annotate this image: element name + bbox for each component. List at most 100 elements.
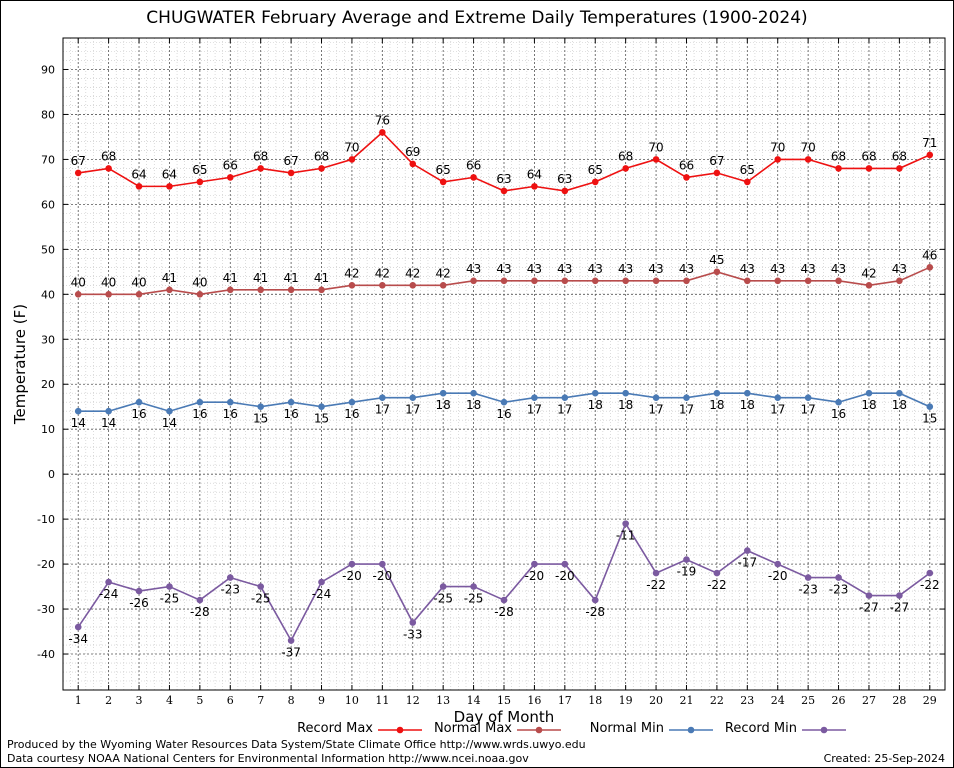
- data-point-record-max: [226, 174, 234, 181]
- data-point-record-max: [561, 187, 569, 195]
- data-point-normal-min: [713, 389, 721, 397]
- data-label-record-min: -26: [129, 596, 149, 610]
- data-point-record-min: [865, 592, 873, 599]
- data-label-normal-max: 43: [496, 262, 511, 276]
- data-point-record-max: [166, 183, 173, 190]
- data-label-record-max: 70: [648, 140, 663, 154]
- data-label-normal-max: 41: [283, 271, 298, 285]
- data-point-normal-min: [591, 389, 599, 397]
- data-label-normal-min: 17: [800, 403, 815, 417]
- data-label-record-max: 65: [740, 163, 755, 177]
- data-label-record-min: -28: [494, 605, 514, 619]
- data-label-record-min: -11: [616, 529, 636, 543]
- data-label-record-max: 67: [71, 154, 86, 168]
- data-point-normal-min: [166, 407, 173, 415]
- x-tick-label: 26: [832, 694, 846, 707]
- data-point-record-min: [105, 578, 112, 586]
- data-label-record-min: -19: [677, 565, 697, 579]
- legend-swatch-normal-min: [669, 726, 713, 734]
- data-label-normal-min: 18: [466, 398, 481, 412]
- x-tick-label: 29: [923, 694, 937, 707]
- data-point-record-min: [622, 520, 629, 527]
- data-point-record-max: [470, 174, 477, 181]
- data-label-normal-min: 18: [861, 398, 876, 412]
- data-label-normal-max: 43: [892, 262, 907, 276]
- x-tick-label: 27: [862, 694, 876, 707]
- data-label-record-min: -20: [555, 569, 575, 583]
- data-point-normal-max: [135, 291, 143, 298]
- data-point-record-max: [500, 187, 508, 195]
- series-record-max: 67 68 64 64 65 66 68 67 68 70 76 69 65 66 63 64 63 65 68 70…: [71, 113, 937, 195]
- chart-title: CHUGWATER February Average and Extreme D…: [146, 8, 808, 28]
- data-label-normal-min: 15: [314, 412, 329, 426]
- data-point-record-min: [896, 592, 903, 599]
- data-label-normal-min: 15: [253, 412, 268, 426]
- data-label-normal-max: 41: [162, 271, 177, 285]
- data-point-record-max: [896, 165, 903, 172]
- x-tick-label: 21: [679, 694, 693, 707]
- y-tick-label: 90: [41, 63, 55, 76]
- data-label-normal-max: 45: [709, 253, 724, 267]
- x-tick-label: 6: [227, 694, 234, 707]
- data-label-record-max: 64: [527, 167, 542, 181]
- data-point-record-max: [287, 169, 295, 177]
- data-point-normal-min: [135, 398, 143, 406]
- x-tick-label: 17: [558, 694, 572, 707]
- y-tick-label: 30: [41, 333, 55, 346]
- data-point-record-max: [835, 165, 842, 172]
- data-point-normal-max: [622, 277, 629, 285]
- data-label-record-min: -20: [525, 569, 545, 583]
- footer-data-courtesy: Data courtesy NOAA National Centers for …: [7, 752, 529, 765]
- data-label-normal-min: 18: [709, 398, 724, 412]
- data-label-record-max: 68: [831, 149, 846, 163]
- data-point-record-min: [166, 583, 173, 590]
- series-normal-min: 14 14 16 14 16 16 15 16 15 16 17 17 18 18 16 17 17 18 18 17…: [71, 389, 937, 430]
- data-label-record-max: 68: [618, 149, 633, 163]
- data-point-normal-min: [926, 403, 934, 411]
- x-tick-label: 19: [619, 694, 633, 707]
- data-label-normal-max: 43: [648, 262, 663, 276]
- y-tick-label: 20: [41, 378, 55, 391]
- x-axis-title: Day of Month: [454, 708, 555, 726]
- data-point-record-max: [439, 178, 447, 186]
- data-label-record-min: -17: [738, 556, 758, 570]
- data-label-normal-min: 17: [527, 403, 542, 417]
- data-point-record-min: [500, 596, 508, 604]
- data-point-record-min: [379, 560, 386, 568]
- data-label-record-max: 70: [344, 140, 359, 154]
- data-label-normal-max: 46: [922, 248, 937, 262]
- data-point-record-max: [713, 169, 721, 177]
- data-point-normal-min: [409, 394, 417, 402]
- data-label-normal-max: 43: [770, 262, 785, 276]
- footer-created: Created: 25-Sep-2024: [823, 752, 945, 765]
- data-point-record-max: [135, 183, 143, 190]
- legend-label-record-max: Record Max: [297, 721, 373, 736]
- y-tick-label: -20: [37, 558, 55, 571]
- data-label-record-min: -25: [251, 592, 271, 606]
- data-point-record-min: [531, 560, 538, 568]
- data-point-record-min: [409, 619, 417, 626]
- data-label-normal-max: 40: [71, 275, 86, 289]
- x-tick-label: 28: [892, 694, 906, 707]
- data-point-normal-min: [835, 398, 842, 406]
- data-point-record-max: [105, 165, 112, 172]
- x-tick-label: 5: [196, 694, 203, 707]
- data-label-normal-max: 43: [527, 262, 542, 276]
- data-point-normal-max: [744, 277, 751, 285]
- data-point-record-max: [865, 165, 873, 172]
- data-point-normal-max: [926, 264, 934, 271]
- legend-swatch-normal-max: [517, 726, 561, 734]
- data-point-normal-max: [531, 277, 538, 285]
- data-label-record-min: -33: [403, 628, 423, 642]
- data-point-normal-max: [865, 282, 873, 289]
- data-point-normal-min: [622, 389, 629, 397]
- x-tick-label: 20: [649, 694, 663, 707]
- data-point-normal-max: [257, 286, 264, 294]
- data-label-record-max: 68: [253, 149, 268, 163]
- data-label-normal-min: 16: [192, 407, 207, 421]
- data-label-record-min: -22: [646, 578, 666, 592]
- data-point-normal-max: [226, 286, 234, 294]
- data-point-record-min: [683, 556, 690, 563]
- data-point-record-max: [379, 129, 386, 136]
- data-point-normal-max: [896, 277, 903, 285]
